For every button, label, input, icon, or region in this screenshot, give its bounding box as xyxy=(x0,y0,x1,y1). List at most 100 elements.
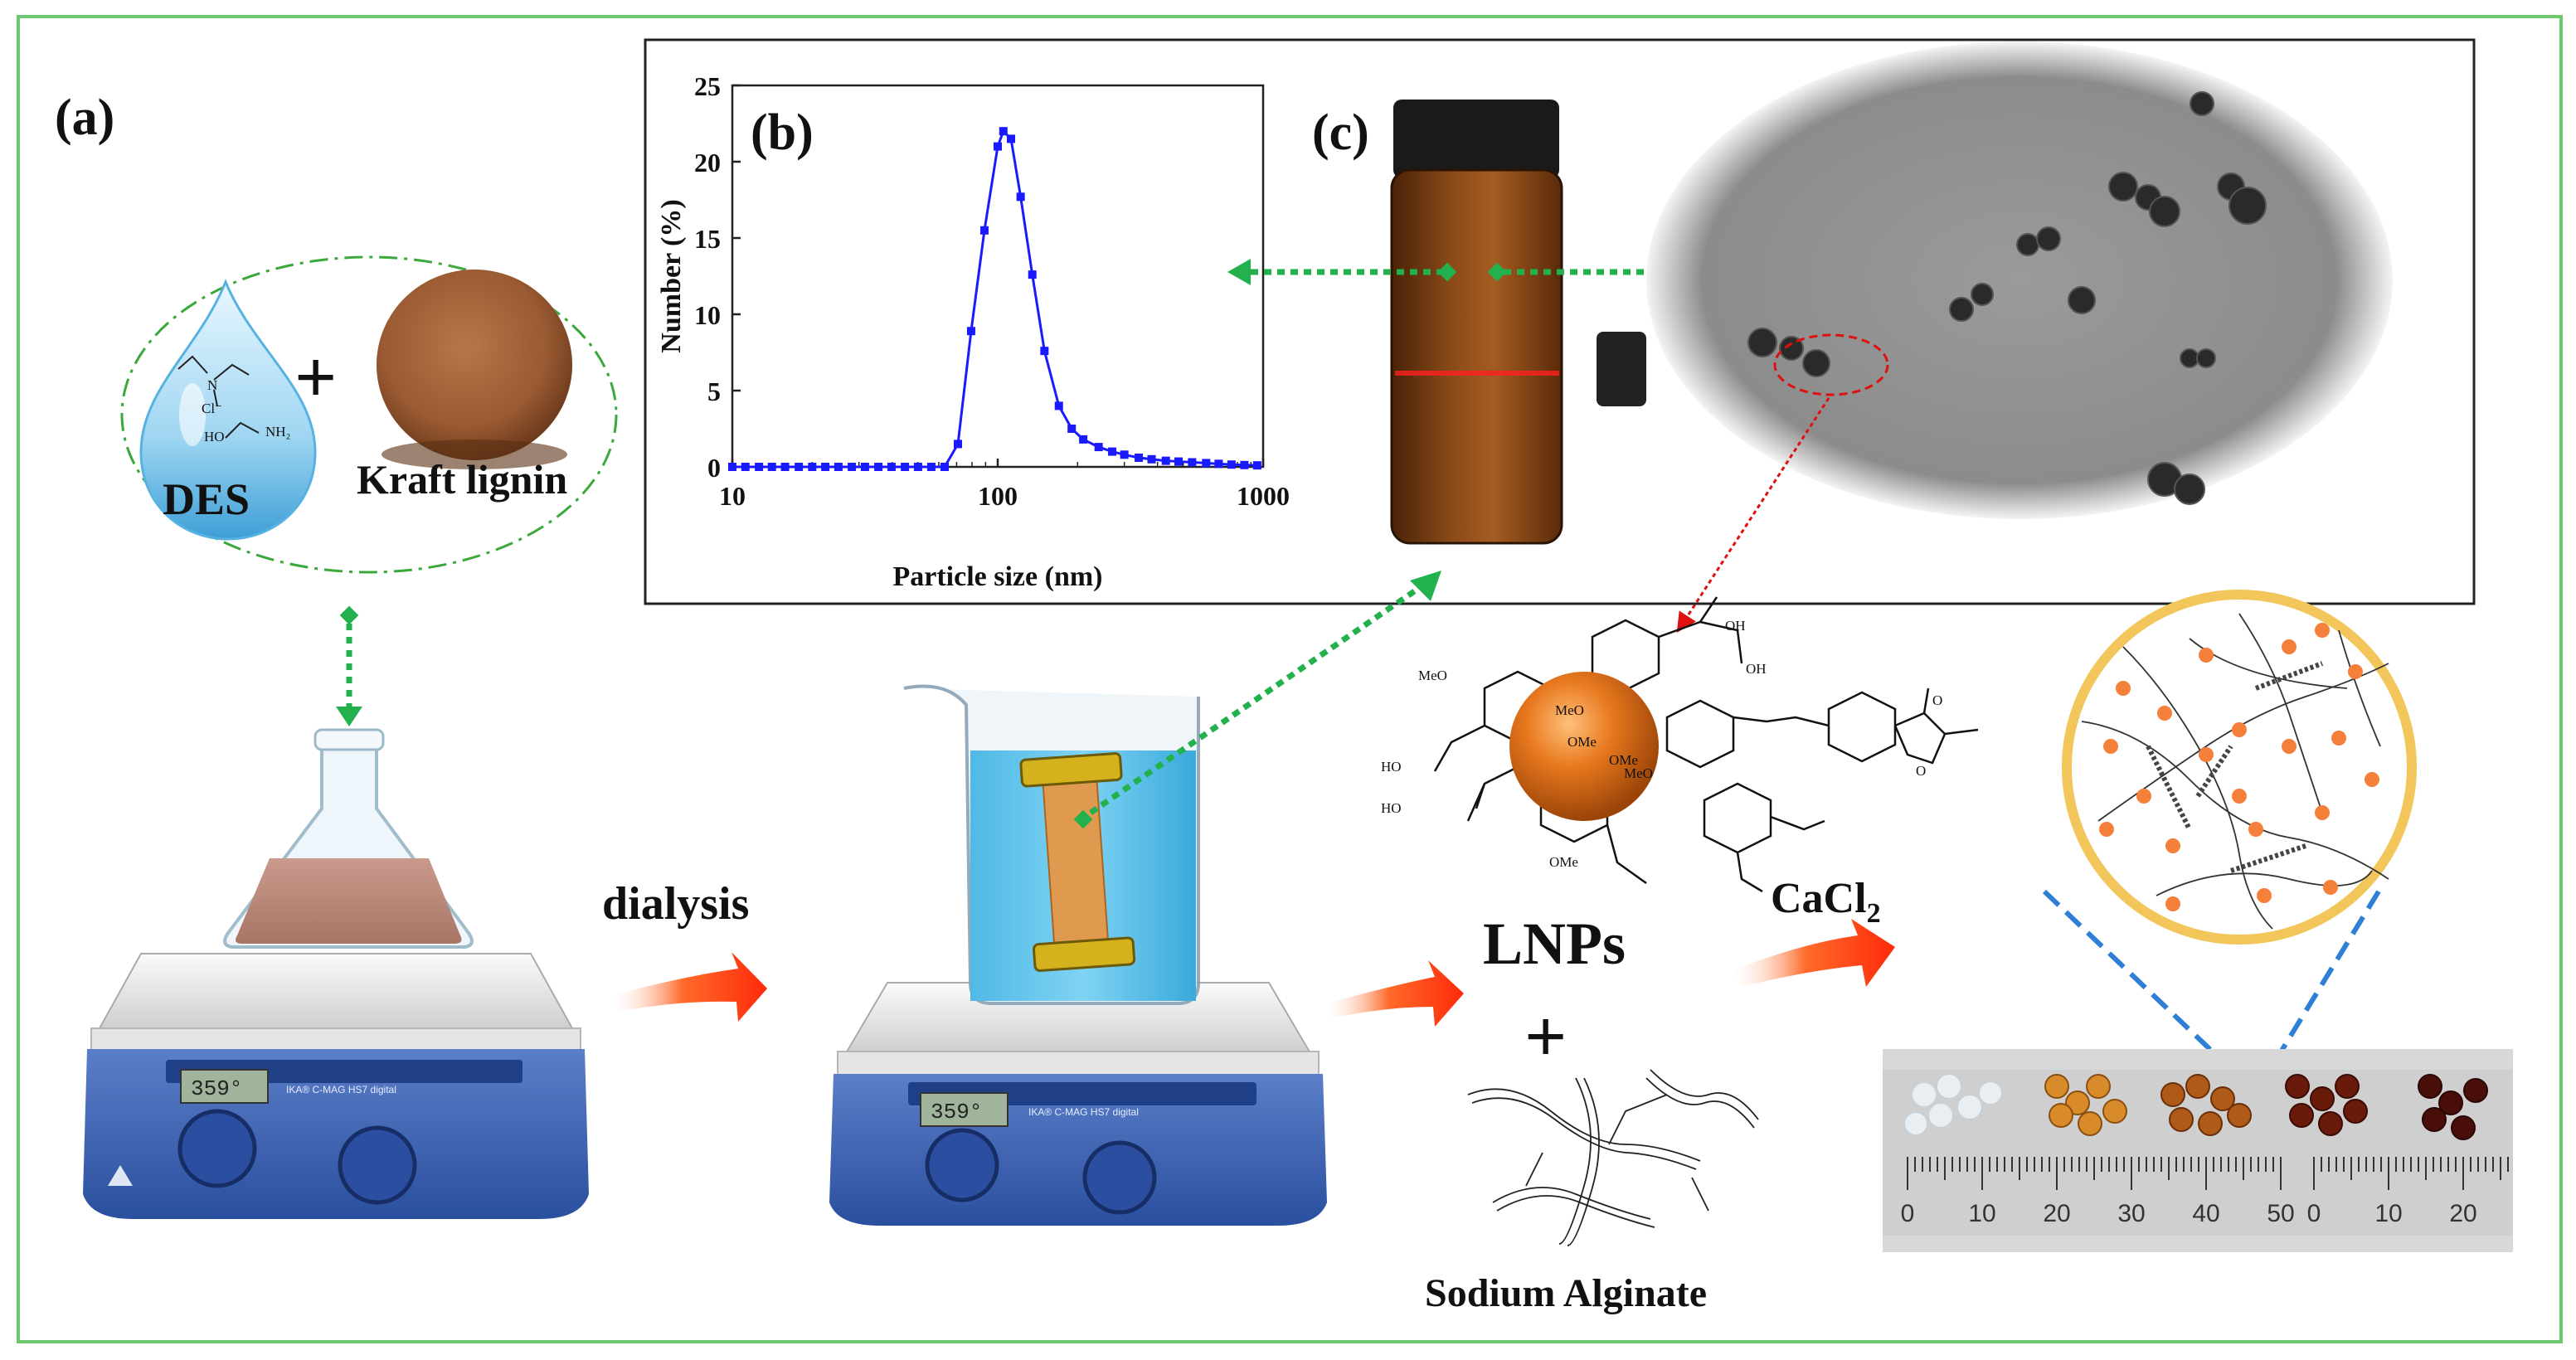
flow-arrow-to-lnps xyxy=(1327,960,1464,1027)
data-point xyxy=(1252,461,1261,470)
ruler-label: 10 xyxy=(1968,1200,1995,1227)
data-point xyxy=(1079,435,1088,444)
panel-label-c: (c) xyxy=(1312,104,1369,161)
ruler-label: 30 xyxy=(2117,1200,2145,1227)
cacl2-label: CaCl2 xyxy=(1771,875,1881,929)
tem-highlight-ring xyxy=(1773,333,1889,396)
hotplate-1-brand: IKA® C-MAG HS7 digital xyxy=(286,1084,396,1095)
hydrogel-zoom-circle xyxy=(2042,590,2417,1095)
y-tick-label: 25 xyxy=(694,71,721,101)
ruler-label: 20 xyxy=(2043,1200,2070,1227)
kraft-lignin-powder-icon xyxy=(377,270,572,469)
data-point xyxy=(940,463,950,471)
des-nh2-group: NH₂ xyxy=(265,424,290,440)
des-lignin-group: N Cl⁻ HO NH₂ DES + Kraft lignin xyxy=(120,255,618,574)
lnp-label-o-1: O xyxy=(1932,692,1942,708)
y-tick-label: 10 xyxy=(694,300,721,330)
dialysis-label: dialysis xyxy=(602,878,749,930)
data-point xyxy=(1120,450,1129,459)
data-point xyxy=(1214,459,1223,469)
data-point xyxy=(901,463,910,471)
data-point xyxy=(860,463,869,471)
dls-chart: (b) 0 5 10 15 20 25 10 100 1000 Particle size (n… xyxy=(656,71,1290,592)
tem-image xyxy=(1646,41,2393,519)
data-point xyxy=(954,440,963,449)
ruler-label: 0 xyxy=(1901,1200,1915,1227)
hotplate-1-knob-left xyxy=(177,1109,257,1188)
panel-label-b: (b) xyxy=(751,104,814,161)
data-point xyxy=(755,463,764,471)
dashdot-ellipse xyxy=(120,255,618,574)
flow-arrow-cacl2 xyxy=(1733,919,1895,987)
lnp-label-ho-2: HO xyxy=(1381,800,1402,816)
lnp-label-ome-2: OMe xyxy=(1609,752,1638,768)
hotplate-1-knob-right xyxy=(338,1125,417,1205)
lnp-label-ho-1: HO xyxy=(1381,759,1402,775)
lnp-label-oh-2: OH xyxy=(1746,661,1767,677)
kraft-lignin-label: Kraft lignin xyxy=(357,456,567,503)
hotplate-1-display-text: 359° xyxy=(191,1076,242,1101)
chart-series xyxy=(728,127,1261,471)
hotplate-2-knob-right xyxy=(1082,1140,1157,1215)
data-point xyxy=(1006,134,1015,143)
data-point xyxy=(1227,460,1236,469)
hotplate-flask-group: 359° IKA® C-MAG HS7 digital xyxy=(83,728,589,1219)
sodium-alginate-chains-icon xyxy=(1467,1069,1759,1246)
arrow-tem-to-lnp xyxy=(1676,397,1830,634)
data-point xyxy=(1161,456,1170,465)
plus-sign-top: + xyxy=(294,337,337,419)
data-point xyxy=(966,327,975,336)
data-point xyxy=(1240,460,1249,469)
ruler-ticks xyxy=(1907,1157,2509,1190)
data-point xyxy=(1054,401,1063,410)
lnp-label-o-2: O xyxy=(1916,763,1926,779)
ruler-label: 10 xyxy=(2374,1200,2402,1227)
arrow-bag-to-vial xyxy=(1073,571,1441,829)
chart-xlabel: Particle size (nm) xyxy=(893,561,1103,592)
data-point xyxy=(1174,457,1183,466)
arrow-ellipse-to-flask xyxy=(336,605,362,726)
lnp-label-oh-1: OH xyxy=(1725,618,1746,634)
ruler-label: 0 xyxy=(2307,1200,2321,1227)
data-point xyxy=(1028,270,1037,279)
sodium-alginate-label: Sodium Alginate xyxy=(1425,1271,1707,1315)
lnp-label-ome-3: OMe xyxy=(1549,854,1578,870)
x-tick-label: 100 xyxy=(978,481,1018,511)
data-point xyxy=(1108,447,1117,456)
data-point xyxy=(994,142,1002,151)
data-point xyxy=(821,463,830,471)
des-label: DES xyxy=(163,474,250,524)
x-tick-label: 1000 xyxy=(1237,481,1290,511)
data-point xyxy=(926,463,936,471)
lnp-vial-photo: (c) xyxy=(1312,100,1646,545)
lnp-label-meo-3: MeO xyxy=(1624,765,1653,781)
data-point xyxy=(887,463,896,471)
chart-ticks: 0 5 10 15 20 25 10 100 1000 xyxy=(694,71,1290,511)
hotplate-2-display xyxy=(920,1092,1009,1127)
hotplate-2-knob-left xyxy=(925,1128,999,1202)
lnp-label-meo-1: MeO xyxy=(1418,668,1447,683)
data-point xyxy=(795,463,804,471)
y-tick-label: 0 xyxy=(707,453,721,483)
data-point xyxy=(1202,459,1211,468)
x-tick-label: 10 xyxy=(719,481,746,511)
lnp-label-meo-2: MeO xyxy=(1555,702,1584,718)
plus-sign-bottom: + xyxy=(1524,996,1567,1078)
hotplate-beaker-group: 359° IKA® C-MAG HS7 digital xyxy=(829,684,1327,1226)
data-point xyxy=(1188,458,1197,467)
data-point xyxy=(1147,454,1156,464)
ruler-label: 40 xyxy=(2192,1200,2219,1227)
data-point xyxy=(874,463,883,471)
data-point xyxy=(1067,425,1077,433)
des-cl-ion: Cl⁻ xyxy=(202,401,222,416)
data-point xyxy=(848,463,857,471)
data-point xyxy=(999,127,1008,136)
hotplate-2-brand: IKA® C-MAG HS7 digital xyxy=(1028,1106,1139,1118)
des-droplet-icon: N Cl⁻ HO NH₂ xyxy=(139,279,317,541)
data-point xyxy=(913,463,922,471)
data-point xyxy=(834,463,843,471)
des-n-atom: N xyxy=(207,377,217,393)
ruler-label: 20 xyxy=(2449,1200,2476,1227)
y-tick-label: 15 xyxy=(694,224,721,254)
hotplate-1-display xyxy=(180,1069,269,1104)
